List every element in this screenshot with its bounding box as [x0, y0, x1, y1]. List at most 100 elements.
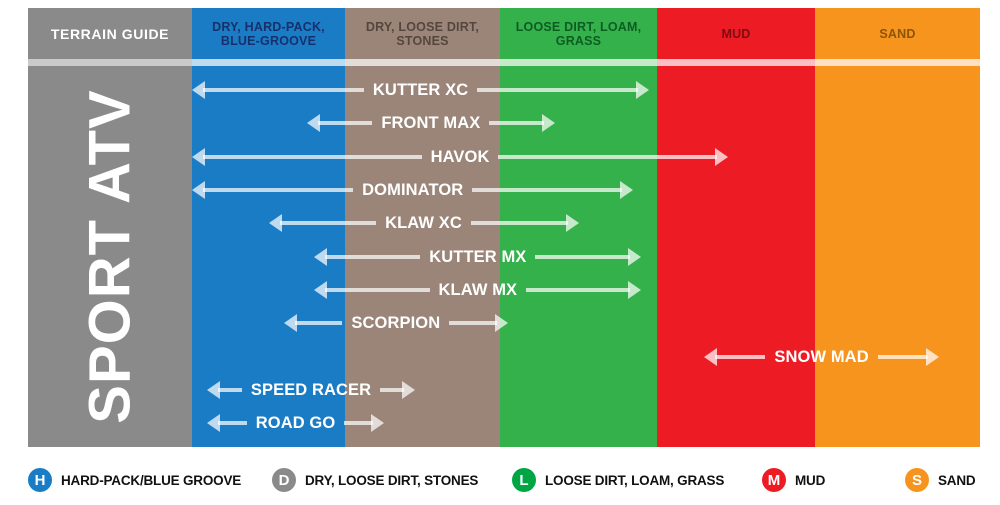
arrow-shaft-right — [380, 388, 404, 392]
arrow-head-right-icon — [925, 348, 939, 366]
legend-item-label: DRY, LOOSE DIRT, STONES — [305, 472, 479, 488]
tire-row[interactable]: FRONT MAX — [0, 110, 1000, 136]
side-panel — [28, 66, 192, 447]
terrain-header-2: DRY, LOOSE DIRT, STONES — [345, 8, 500, 59]
legend-badge-icon: H — [28, 468, 52, 492]
separator-segment-2 — [345, 59, 500, 66]
arrow-head-right-icon — [628, 248, 642, 266]
terrain-header-label: DRY, LOOSE DIRT, STONES — [365, 19, 480, 48]
legend-item-h[interactable]: H HARD-PACK/BLUE GROOVE — [28, 455, 241, 505]
tire-row[interactable]: DOMINATOR — [0, 177, 1000, 203]
legend-badge-icon: M — [762, 468, 786, 492]
arrow-head-right-icon — [494, 314, 508, 332]
arrow-head-right-icon — [401, 381, 415, 399]
legend-item-label: MUD — [795, 472, 826, 488]
legend-badge-icon: S — [905, 468, 929, 492]
arrow-head-left-icon — [306, 114, 320, 132]
arrow-head-left-icon — [268, 214, 282, 232]
arrow-shaft-left — [218, 388, 242, 392]
arrow-shaft-right — [477, 88, 639, 92]
terrain-column-4 — [657, 66, 815, 447]
arrow-head-left-icon — [192, 148, 205, 166]
arrow-head-left-icon — [704, 348, 718, 366]
tire-row[interactable]: KLAW MX — [0, 277, 1000, 303]
tire-row[interactable]: HAVOK — [0, 144, 1000, 170]
chart-title-text: TERRAIN GUIDE — [50, 25, 170, 42]
arrow-head-right-icon — [715, 148, 729, 166]
separator-segment-3 — [500, 59, 657, 66]
arrow-head-left-icon — [207, 381, 221, 399]
arrow-shaft-left — [294, 321, 343, 325]
terrain-header-label: SAND — [879, 26, 916, 41]
tire-name-label: KUTTER XC — [372, 81, 469, 99]
legend: H HARD-PACK/BLUE GROOVE D DRY, LOOSE DIRT, … — [0, 455, 1000, 505]
arrow-head-left-icon — [283, 314, 297, 332]
arrow-shaft-left — [203, 155, 422, 159]
tire-name-label: KLAW MX — [438, 281, 518, 299]
legend-badge-icon: D — [272, 468, 296, 492]
arrow-shaft-left — [325, 255, 421, 259]
legend-item-l[interactable]: L LOOSE DIRT, LOAM, GRASS — [512, 455, 724, 505]
legend-item-label: SAND — [938, 472, 976, 488]
separator-segment-4 — [657, 59, 815, 66]
arrow-head-left-icon — [314, 281, 328, 299]
terrain-header-label: LOOSE DIRT, LOAM, GRASS — [515, 19, 642, 48]
arrow-head-right-icon — [565, 214, 579, 232]
arrow-head-right-icon — [370, 414, 384, 432]
tire-name-label: SPEED RACER — [250, 381, 372, 399]
tire-row[interactable]: ROAD GO — [0, 410, 1000, 436]
arrow-head-left-icon — [192, 81, 205, 99]
arrow-shaft-left — [203, 88, 364, 92]
legend-item-d[interactable]: D DRY, LOOSE DIRT, STONES — [272, 455, 478, 505]
tire-name-label: SNOW MAD — [774, 348, 869, 366]
separator-segment-1 — [192, 59, 345, 66]
legend-item-m[interactable]: M MUD — [762, 455, 825, 505]
tire-row[interactable]: KUTTER XC — [0, 77, 1000, 103]
tire-name-label: HAVOK — [430, 148, 490, 166]
tire-name-label: SCORPION — [351, 314, 441, 332]
terrain-header-label: DRY, HARD-PACK, BLUE-GROOVE — [212, 19, 325, 48]
tire-name-label: KUTTER MX — [429, 248, 527, 266]
arrow-head-right-icon — [636, 81, 650, 99]
arrow-shaft-right — [472, 188, 623, 192]
tire-name-label: FRONT MAX — [381, 114, 481, 132]
arrow-shaft-left — [325, 288, 430, 292]
tire-row[interactable]: KLAW XC — [0, 210, 1000, 236]
tire-row[interactable]: SNOW MAD — [0, 344, 1000, 370]
chart-title: TERRAIN GUIDE — [28, 8, 192, 59]
terrain-column-5 — [815, 66, 980, 447]
tire-name-label: KLAW XC — [385, 214, 462, 232]
tire-row[interactable]: SCORPION — [0, 310, 1000, 336]
arrow-head-right-icon — [628, 281, 642, 299]
terrain-header-1: DRY, HARD-PACK, BLUE-GROOVE — [192, 8, 345, 59]
tire-row[interactable]: SPEED RACER — [0, 377, 1000, 403]
arrow-shaft-right — [535, 255, 631, 259]
arrow-head-right-icon — [541, 114, 555, 132]
arrow-shaft-right — [449, 321, 497, 325]
terrain-header-label: MUD — [721, 26, 751, 41]
legend-badge-icon: L — [512, 468, 536, 492]
legend-item-label: HARD-PACK/BLUE GROOVE — [61, 472, 242, 488]
arrow-shaft-left — [715, 355, 766, 359]
arrow-shaft-left — [203, 188, 354, 192]
arrow-head-left-icon — [192, 181, 205, 199]
tire-name-label: ROAD GO — [255, 414, 336, 432]
arrow-head-left-icon — [314, 248, 328, 266]
arrow-head-left-icon — [207, 414, 221, 432]
arrow-shaft-right — [526, 288, 631, 292]
legend-item-s[interactable]: S SAND — [905, 455, 976, 505]
separator-segment-5 — [815, 59, 980, 66]
arrow-shaft-right — [489, 121, 544, 125]
terrain-header-3: LOOSE DIRT, LOAM, GRASS — [500, 8, 657, 59]
terrain-header-4: MUD — [657, 8, 815, 59]
arrow-shaft-right — [498, 155, 718, 159]
arrow-shaft-right — [344, 421, 373, 425]
separator-segment-title — [28, 59, 192, 66]
arrow-shaft-left — [317, 121, 373, 125]
arrow-head-right-icon — [620, 181, 634, 199]
terrain-header-5: SAND — [815, 8, 980, 59]
arrow-shaft-left — [218, 421, 247, 425]
tire-row[interactable]: KUTTER MX — [0, 244, 1000, 270]
tire-name-label: DOMINATOR — [362, 181, 464, 199]
